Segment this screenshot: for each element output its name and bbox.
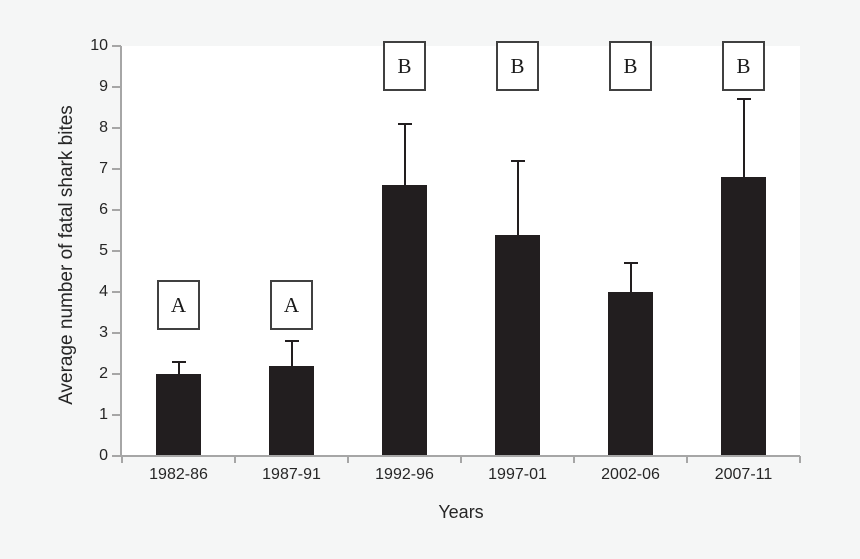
y-tick xyxy=(112,332,121,334)
y-tick xyxy=(112,86,121,88)
plot-area xyxy=(122,46,800,456)
x-tick xyxy=(234,456,236,463)
x-tick xyxy=(573,456,575,463)
significance-letter: A xyxy=(283,292,300,317)
y-axis-title: Average number of fatal shark bites xyxy=(56,105,77,405)
significance-letter: B xyxy=(397,53,412,78)
y-tick-label: 2 xyxy=(99,365,108,382)
significance-letter-box: A xyxy=(270,280,313,330)
x-tick-label: 1987-91 xyxy=(262,466,321,483)
bar-1992-96 xyxy=(382,185,427,456)
error-bar-cap xyxy=(284,340,299,342)
significance-letter: A xyxy=(170,292,187,317)
significance-letter: B xyxy=(736,53,751,78)
y-tick xyxy=(112,45,121,47)
error-bar-line xyxy=(516,161,519,235)
error-bar-cap xyxy=(510,160,525,162)
significance-letter-box: B xyxy=(722,41,765,91)
error-bar-cap xyxy=(623,262,638,264)
x-tick-label: 2007-11 xyxy=(714,466,773,483)
x-tick xyxy=(460,456,462,463)
significance-letter-box: A xyxy=(157,280,200,330)
significance-letter-box: B xyxy=(609,41,652,91)
error-bar-cap xyxy=(397,123,412,125)
x-tick-label: 2002-06 xyxy=(601,466,660,483)
y-tick xyxy=(112,127,121,129)
y-tick xyxy=(112,373,121,375)
error-bar-line xyxy=(742,99,745,177)
y-tick-label: 4 xyxy=(99,283,108,300)
x-tick-label: 1997-01 xyxy=(488,466,547,483)
y-tick xyxy=(112,291,121,293)
y-tick-label: 3 xyxy=(99,324,108,341)
y-tick-label: 7 xyxy=(99,160,108,177)
error-bar-line xyxy=(403,124,406,185)
y-tick-label: 8 xyxy=(99,119,108,136)
x-tick xyxy=(121,456,123,463)
error-bar-cap xyxy=(171,361,186,363)
y-tick xyxy=(112,209,121,211)
error-bar-line xyxy=(290,341,293,366)
y-tick-label: 5 xyxy=(99,242,108,259)
y-tick xyxy=(112,414,121,416)
y-tick-label: 10 xyxy=(90,37,108,54)
x-tick xyxy=(686,456,688,463)
y-tick-label: 9 xyxy=(99,78,108,95)
y-tick-label: 6 xyxy=(99,201,108,218)
x-tick xyxy=(799,456,801,463)
bar-1997-01 xyxy=(495,235,540,456)
error-bar-cap xyxy=(736,98,751,100)
significance-letter: B xyxy=(623,53,638,78)
bar-1982-86 xyxy=(156,374,201,456)
x-tick-label: 1982-86 xyxy=(149,466,208,483)
error-bar-line xyxy=(629,263,632,292)
y-tick xyxy=(112,250,121,252)
bar-2007-11 xyxy=(721,177,766,456)
significance-letter: B xyxy=(510,53,525,78)
x-tick-label: 1992-96 xyxy=(375,466,434,483)
bar-2002-06 xyxy=(608,292,653,456)
bar-1987-91 xyxy=(269,366,314,456)
y-tick-label: 1 xyxy=(99,406,108,423)
significance-letter-box: B xyxy=(383,41,426,91)
x-tick xyxy=(347,456,349,463)
y-tick xyxy=(112,168,121,170)
error-bar-line xyxy=(177,362,180,374)
y-tick xyxy=(112,455,121,457)
significance-letter-box: B xyxy=(496,41,539,91)
x-axis-title: Years xyxy=(438,502,484,522)
x-axis-line xyxy=(120,455,800,457)
y-tick-label: 0 xyxy=(99,447,108,464)
y-axis-line xyxy=(120,46,122,456)
